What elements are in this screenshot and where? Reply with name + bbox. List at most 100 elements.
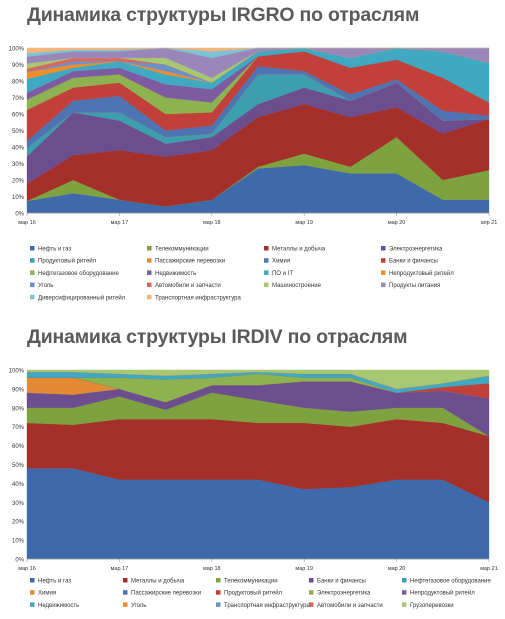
legend-swatch (123, 578, 128, 583)
x-tick-label: мар 16 (18, 220, 36, 226)
x-tick-label: мар 18 (203, 566, 221, 572)
legend-label: Нефть и газ (38, 247, 71, 253)
legend-label: Телекоммуникации (224, 579, 278, 585)
legend-label: Уголь (38, 283, 53, 289)
chart-title-irgro: Динамика структуры IRGRO по отраслям (27, 4, 420, 26)
y-tick-label: 0% (15, 558, 24, 564)
legend-swatch (216, 578, 221, 583)
legend-label: Химия (272, 259, 290, 265)
legend-swatch (264, 246, 269, 251)
x-tick-label: мар 17 (111, 220, 129, 226)
y-tick-label: 40% (12, 482, 25, 488)
x-tick-label: мар 16 (18, 566, 36, 572)
legend-swatch (147, 258, 152, 263)
legend-label: Автомобили и запчасти (155, 283, 221, 289)
legend-swatch (30, 270, 35, 275)
y-tick-label: 30% (12, 162, 25, 168)
legend-label: Непродуктовый ритейл (389, 270, 454, 277)
y-tick-label: 70% (12, 425, 25, 431)
y-tick-label: 40% (12, 146, 25, 152)
legend-swatch (216, 590, 221, 595)
legend-label: Электроэнергетика (389, 247, 443, 253)
x-tick-label: мар 19 (295, 566, 313, 572)
y-tick-label: 30% (12, 501, 25, 507)
legend-label: Продуктовый ритейл (224, 590, 283, 597)
y-tick-label: 10% (12, 195, 25, 201)
legend-label: Продукты питания (389, 283, 440, 289)
y-tick-label: 70% (12, 96, 25, 102)
legend-swatch (381, 270, 386, 275)
x-tick-label: мар 18 (203, 220, 221, 226)
y-tick-label: 50% (12, 463, 25, 469)
x-tick-label: мар 21 (480, 566, 498, 572)
x-tick-label: мар 17 (111, 566, 129, 572)
legend-swatch (402, 578, 407, 583)
legend-label: Нефтегазовое оборудование (38, 271, 119, 277)
legend-label: Транспортная инфраструктура (224, 603, 310, 609)
y-tick-label: 20% (12, 520, 25, 526)
legend-swatch (147, 294, 152, 300)
legend-label: Электроэнергетика (317, 591, 371, 597)
y-tick-label: 80% (12, 80, 25, 86)
y-tick-label: 90% (12, 387, 25, 393)
x-tick-label: апр 21 (481, 220, 498, 226)
legend-label: Недвижимость (38, 603, 79, 609)
chart-irgro: 0% 10% 20% 30% 40% 50% 60% 70% 80% 90% 100% мар 16 м… (9, 47, 498, 302)
legend-swatch (123, 602, 128, 607)
legend-label: Пассажирские перевозки (155, 259, 225, 265)
legend-label: Нефть и газ (38, 579, 71, 585)
y-tick-label: 50% (12, 129, 25, 135)
y-tick-label: 90% (12, 63, 25, 69)
area-series (26, 468, 490, 560)
y-tick-label: 60% (12, 113, 25, 119)
legend-swatch (402, 602, 407, 607)
legend-label: Нефтегазовое оборудование (410, 579, 491, 585)
legend-swatch (381, 282, 386, 288)
legend-swatch (30, 282, 35, 288)
legend-swatch (147, 282, 152, 288)
legend-swatch (147, 270, 152, 275)
legend-swatch (264, 258, 269, 263)
legend-label: Банки и финансы (317, 579, 366, 585)
x-tick-label: мар 20 (388, 566, 406, 572)
y-tick-label: 10% (12, 539, 25, 545)
legend-label: Металлы и добыча (131, 579, 185, 585)
legend-swatch (381, 258, 386, 263)
x-tick-label: мар 19 (295, 220, 313, 226)
y-tick-label: 60% (12, 444, 25, 450)
legend-swatch (147, 246, 152, 251)
legend-swatch (30, 258, 35, 263)
legend-swatch (309, 602, 314, 607)
legend-label: Химия (38, 591, 56, 597)
legend-swatch (264, 270, 269, 275)
legend-swatch (402, 590, 407, 595)
legend-label: Продуктовый ритейл (38, 258, 97, 265)
legend-label: Транспортная инфраструктура (155, 295, 241, 301)
y-tick-label: 100% (9, 47, 25, 53)
area-series (26, 47, 489, 54)
legend-label: Машиностроение (272, 283, 322, 289)
legend-label: ПО и IT (272, 271, 293, 277)
legend-swatch (30, 294, 35, 300)
legend-label: Автомобили и запчасти (317, 603, 383, 609)
legend-swatch (30, 602, 35, 607)
legend-swatch (30, 246, 35, 251)
y-tick-label: 20% (12, 179, 25, 185)
legend-label: Металлы и добыча (272, 247, 326, 253)
legend-swatch (309, 578, 314, 583)
legend-swatch (216, 602, 221, 607)
chart-irdiv: 0% 10% 20% 30% 40% 50% 60% 70% 80% 90% 100% мар 16 м… (9, 369, 498, 609)
legend-label: Недвижимость (155, 271, 196, 277)
area-series (26, 369, 490, 390)
legend-swatch (30, 578, 35, 583)
chart-title-irdiv: Динамика структуры IRDIV по отраслям (27, 326, 408, 348)
legend-label: Уголь (131, 603, 146, 609)
y-tick-label: 100% (9, 369, 25, 375)
legend-label: Телекоммуникации (155, 247, 209, 253)
y-tick-label: 0% (15, 212, 24, 218)
legend-label: Пассажирские перевозки (131, 591, 201, 597)
legend-swatch (123, 590, 128, 595)
x-tick-label: мар 20 (388, 220, 406, 226)
legend-swatch (381, 246, 386, 251)
legend-label: Диверсифицированный ритейл (38, 294, 126, 301)
